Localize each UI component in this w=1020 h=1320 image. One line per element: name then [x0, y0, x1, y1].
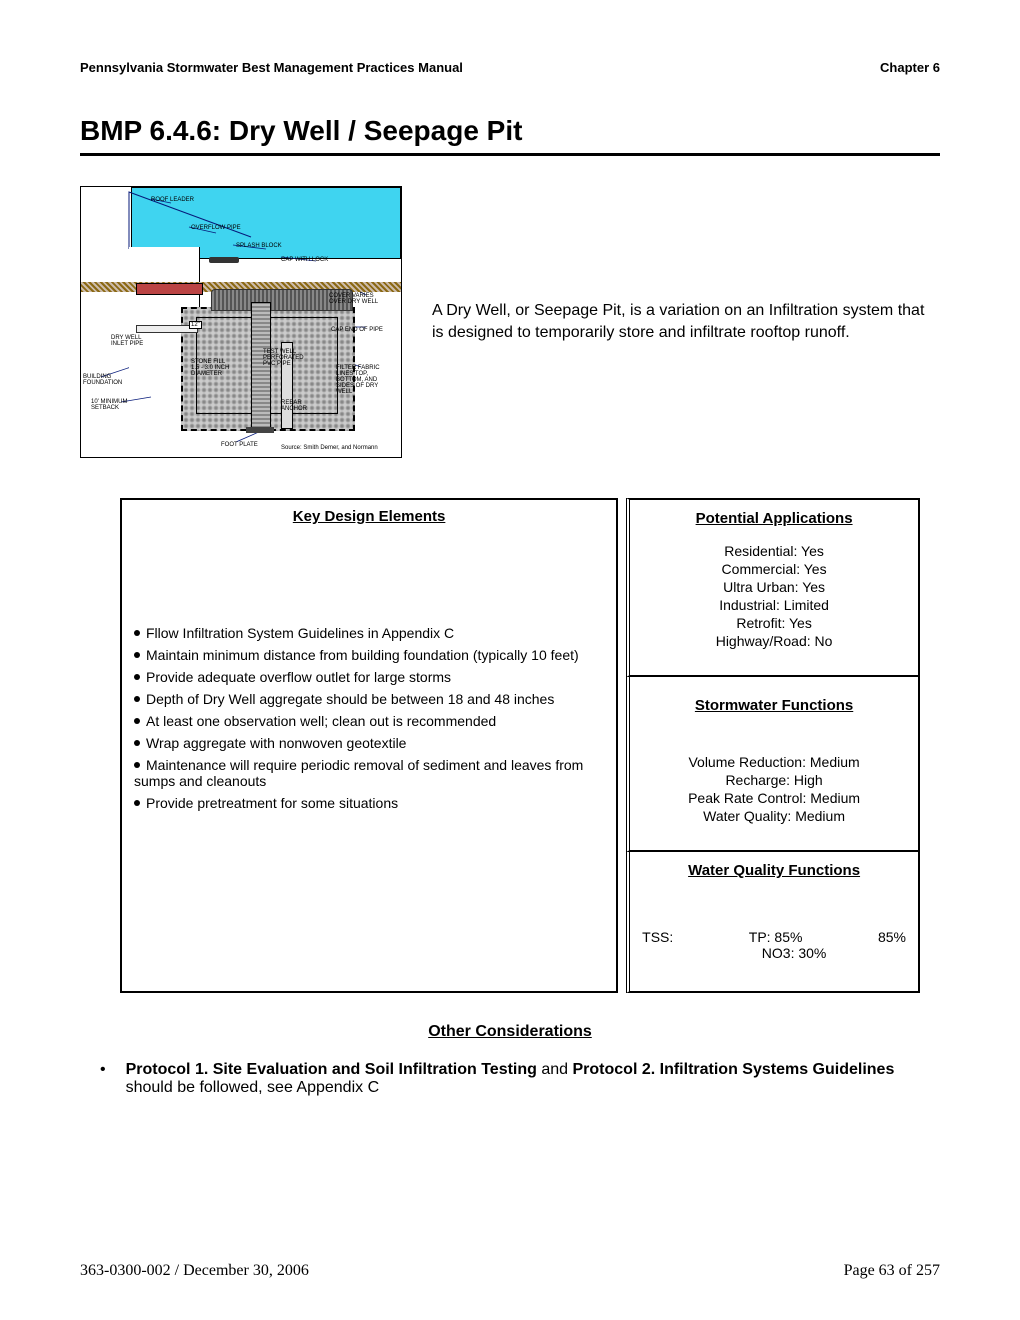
- page-title: BMP 6.4.6: Dry Well / Seepage Pit: [80, 115, 940, 156]
- building-foundation-label: BUILDING FOUNDATION: [83, 374, 123, 386]
- kd-item: Maintain minimum distance from building …: [146, 647, 579, 663]
- kd-item: Maintenance will require periodic remova…: [134, 757, 583, 789]
- intro-text: A Dry Well, or Seepage Pit, is a variati…: [432, 300, 940, 345]
- tp-label: TP: 85%: [749, 929, 803, 945]
- sw-row: Water Quality: Medium: [638, 808, 910, 824]
- app-row: Commercial: Yes: [638, 561, 910, 577]
- wq-title: Water Quality Functions: [638, 862, 910, 879]
- roof-leader-label: ROOF LEADER: [151, 197, 194, 203]
- key-design-box: Key Design Elements Fllow Infiltration S…: [120, 498, 618, 993]
- kd-item: Fllow Infiltration System Guidelines in …: [146, 625, 454, 641]
- sw-row: Peak Rate Control: Medium: [638, 790, 910, 806]
- app-row: Industrial: Limited: [638, 597, 910, 613]
- cap-lock-label: CAP WITH LOCK: [281, 257, 328, 263]
- sw-row: Recharge: High: [638, 772, 910, 788]
- foot-plate-label: FOOT PLATE: [221, 442, 258, 448]
- cover-varies-label: COVER VARIES OVER DRY WELL: [329, 293, 379, 305]
- stormwater-box: Stormwater Functions Volume Reduction: M…: [626, 677, 920, 852]
- setback-label: 10' MINIMUM SETBACK: [91, 399, 131, 411]
- kd-item: Wrap aggregate with nonwoven geotextile: [146, 735, 406, 751]
- stormwater-title: Stormwater Functions: [638, 697, 910, 714]
- footer-left: 363-0300-002 / December 30, 2006: [80, 1262, 309, 1280]
- app-row: Retrofit: Yes: [638, 615, 910, 631]
- kd-item: At least one observation well; clean out…: [146, 713, 496, 729]
- footer-right: Page 63 of 257: [844, 1262, 940, 1280]
- protocol-1: Protocol 1. Site Evaluation and Soil Inf…: [126, 1061, 537, 1078]
- proto-rest: should be followed, see Appendix C: [126, 1079, 380, 1096]
- kd-item: Provide pretreatment for some situations: [146, 795, 398, 811]
- splash-block-label: SPLASH BLOCK: [236, 243, 282, 249]
- app-row: Residential: Yes: [638, 543, 910, 559]
- sw-row: Volume Reduction: Medium: [638, 754, 910, 770]
- other-considerations-title: Other Considerations: [80, 1023, 940, 1041]
- app-row: Ultra Urban: Yes: [638, 579, 910, 595]
- dim-label: 12": [189, 321, 202, 329]
- overflow-pipe-label: OVERFLOW PIPE: [191, 225, 241, 231]
- water-quality-box: Water Quality Functions TSS: TP: 85% 85%…: [626, 852, 920, 993]
- filter-fabric-label: FILTER FABRIC LINES TOP, BOTTOM, AND SID…: [336, 365, 396, 395]
- dry-well-inlet-label: DRY WELL INLET PIPE: [111, 335, 151, 347]
- key-design-title: Key Design Elements: [134, 508, 604, 525]
- proto-mid: and: [537, 1061, 573, 1078]
- kd-item: Provide adequate overflow outlet for lar…: [146, 669, 451, 685]
- cap-end-label: CAP END OF PIPE: [331, 327, 383, 333]
- protocol-2: Protocol 2. Infiltration Systems Guideli…: [573, 1061, 895, 1078]
- applications-box: Potential Applications Residential: Yes …: [626, 498, 920, 677]
- pct-label: 85%: [878, 929, 906, 945]
- app-row: Highway/Road: No: [638, 633, 910, 649]
- header-right: Chapter 6: [880, 60, 940, 75]
- header-left: Pennsylvania Stormwater Best Management …: [80, 60, 463, 75]
- protocol-row: • Protocol 1. Site Evaluation and Soil I…: [100, 1061, 930, 1097]
- no3-label: NO3: 30%: [762, 945, 827, 961]
- test-well-label: TEST WELL PERFORATED PVC PIPE: [263, 349, 303, 367]
- page-header: Pennsylvania Stormwater Best Management …: [80, 60, 940, 75]
- page-footer: 363-0300-002 / December 30, 2006 Page 63…: [80, 1262, 940, 1280]
- rebar-label: REBAR ANCHOR: [281, 400, 311, 412]
- kd-item: Depth of Dry Well aggregate should be be…: [146, 691, 554, 707]
- stone-fill-label: STONE FILL 1.5 - 3.0 INCH DIAMETER: [191, 359, 231, 377]
- source-label: Source: Smith Demer, and Normann: [281, 445, 378, 451]
- tss-label: TSS:: [642, 929, 673, 945]
- dry-well-diagram: 12" ROOF LEADER OVERFLOW PIPE SPLASH BLO…: [80, 186, 402, 458]
- applications-title: Potential Applications: [638, 510, 910, 527]
- bullet-icon: •: [100, 1061, 106, 1097]
